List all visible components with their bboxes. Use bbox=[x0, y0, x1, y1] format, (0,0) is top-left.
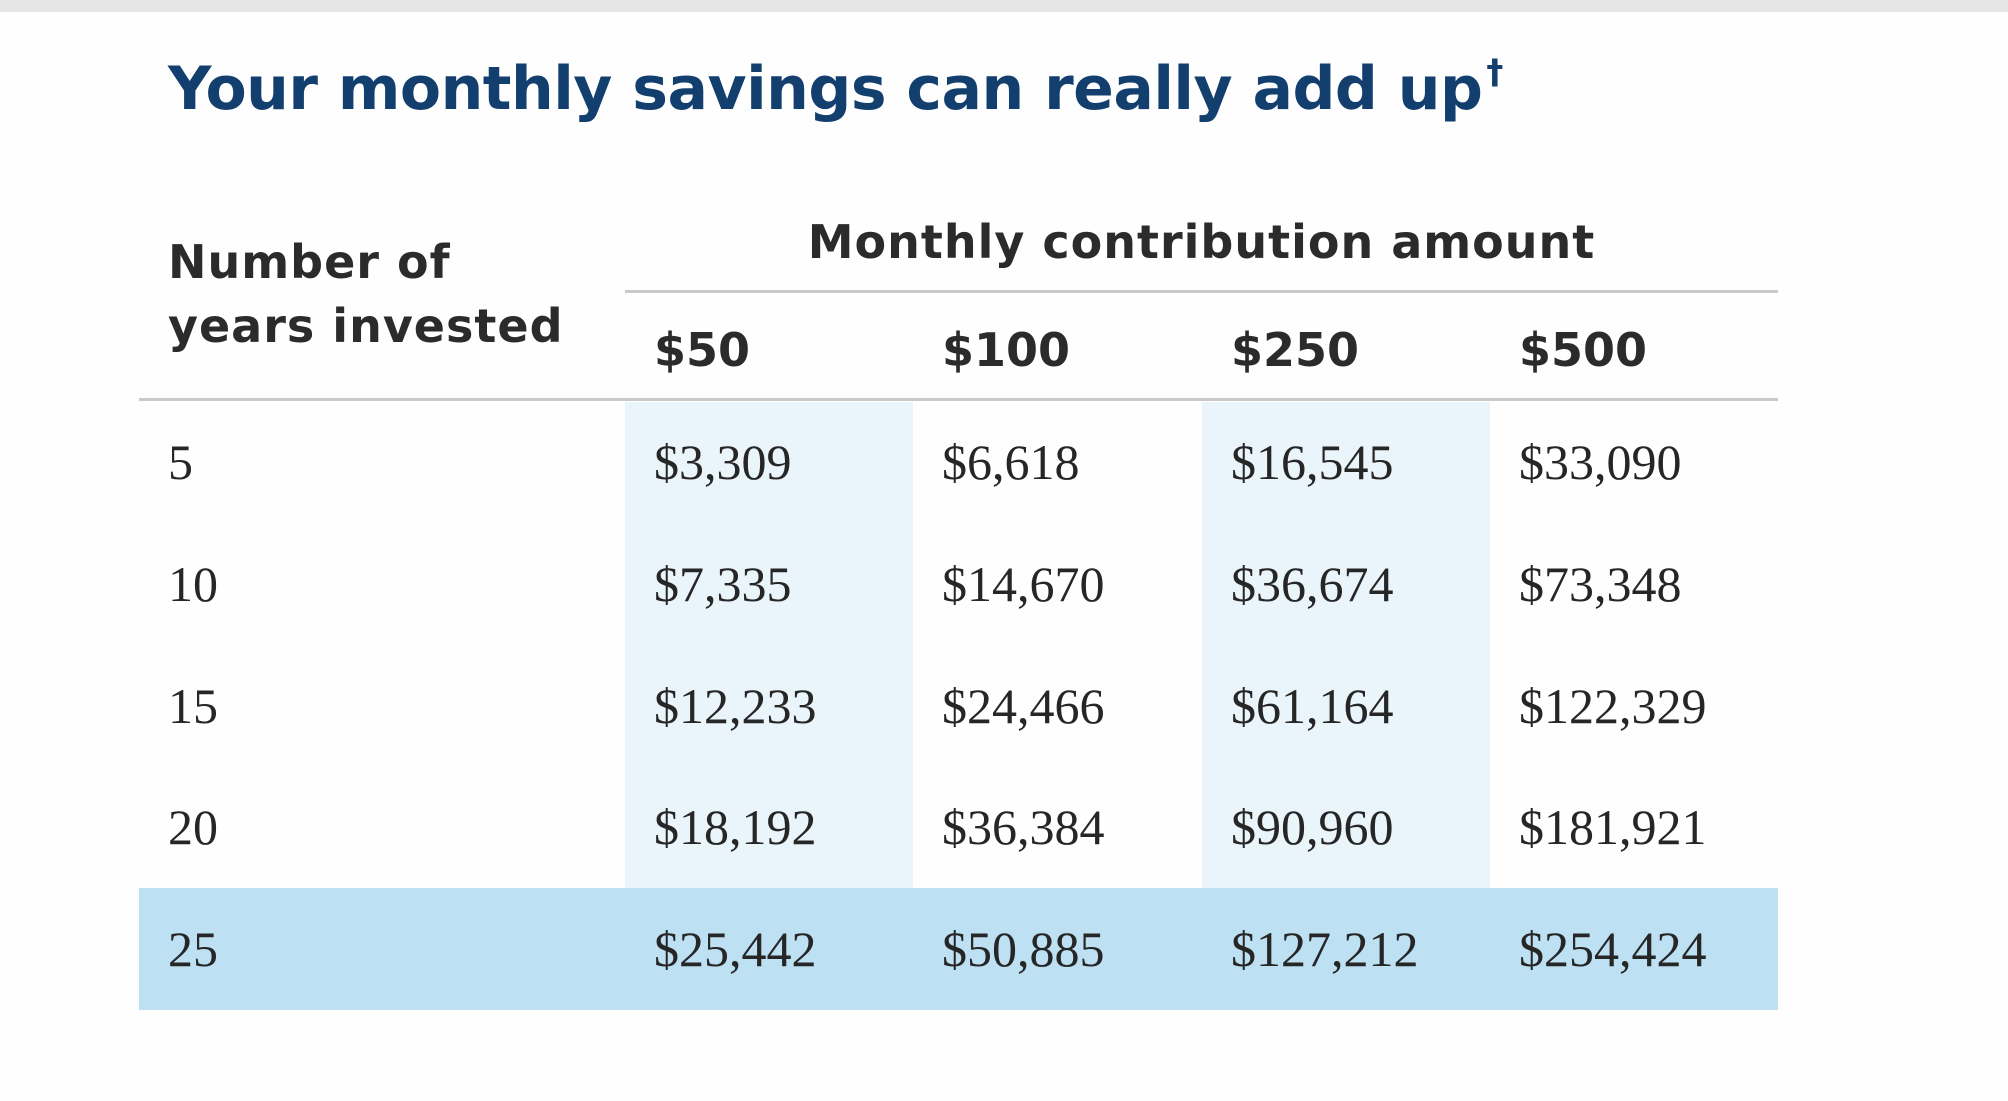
value-cell: $73,348 bbox=[1519, 556, 1682, 612]
column-shade-50 bbox=[625, 402, 913, 888]
value-cell: $122,329 bbox=[1519, 678, 1707, 734]
value-cell: $6,618 bbox=[942, 434, 1080, 490]
column-header-250: $250 bbox=[1231, 323, 1360, 377]
value-cell: $36,384 bbox=[942, 799, 1105, 855]
years-cell: 25 bbox=[168, 921, 218, 977]
value-cell: $254,424 bbox=[1519, 921, 1707, 977]
value-cell: $18,192 bbox=[654, 799, 817, 855]
top-band bbox=[0, 0, 2008, 12]
value-cell: $33,090 bbox=[1519, 434, 1682, 490]
value-cell: $24,466 bbox=[942, 678, 1105, 734]
years-cell: 15 bbox=[168, 678, 218, 734]
value-cell: $50,885 bbox=[942, 921, 1105, 977]
value-cell: $7,335 bbox=[654, 556, 792, 612]
title-footnote-mark: † bbox=[1486, 52, 1503, 92]
column-header-500: $500 bbox=[1519, 323, 1648, 377]
column-shade-250 bbox=[1202, 402, 1490, 888]
value-cell: $16,545 bbox=[1231, 434, 1394, 490]
title-text: Your monthly savings can really add up bbox=[168, 54, 1483, 124]
value-cell: $181,921 bbox=[1519, 799, 1707, 855]
years-cell: 20 bbox=[168, 799, 218, 855]
value-cell: $25,442 bbox=[654, 921, 817, 977]
group-header: Monthly contribution amount bbox=[807, 215, 1596, 269]
years-cell: 10 bbox=[168, 556, 218, 612]
value-cell: $12,233 bbox=[654, 678, 817, 734]
value-cell: $127,212 bbox=[1231, 921, 1419, 977]
row-header-line-1: Number of bbox=[168, 235, 451, 289]
row-header: Number of years invested bbox=[168, 230, 564, 358]
years-cell: 5 bbox=[168, 434, 193, 490]
page-title: Your monthly savings can really add up † bbox=[168, 52, 1503, 124]
value-cell: $90,960 bbox=[1231, 799, 1394, 855]
column-header-50: $50 bbox=[654, 323, 751, 377]
value-cell: $36,674 bbox=[1231, 556, 1394, 612]
value-cell: $14,670 bbox=[942, 556, 1105, 612]
value-cell: $61,164 bbox=[1231, 678, 1394, 734]
group-header-rule bbox=[625, 290, 1778, 293]
header-bottom-rule bbox=[139, 398, 1778, 401]
row-header-line-2: years invested bbox=[168, 299, 564, 353]
column-header-100: $100 bbox=[942, 323, 1071, 377]
value-cell: $3,309 bbox=[654, 434, 792, 490]
highlighted-row bbox=[139, 888, 1778, 1010]
